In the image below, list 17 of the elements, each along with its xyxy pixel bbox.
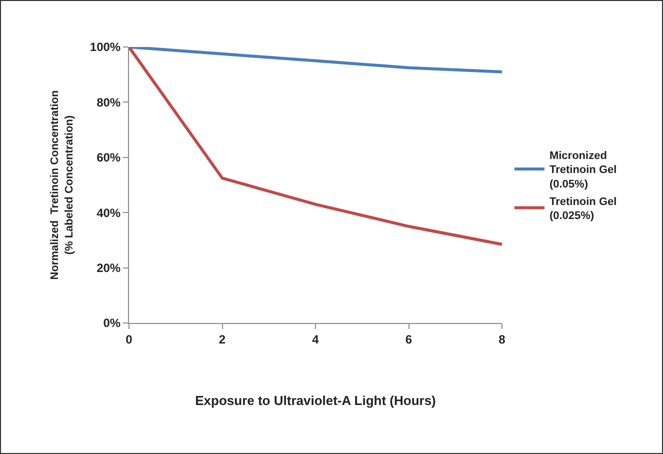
y-tick-label: 80% xyxy=(96,95,121,110)
legend-label: Tretinoin Gel (0.025%) xyxy=(549,196,617,222)
legend-label: Micronized Tretinoin Gel (0.05%) xyxy=(549,150,617,191)
line-series xyxy=(129,47,502,74)
y-axis-title: Normalized Tretinoin Concentration (% Labeled Concentration) xyxy=(49,90,76,280)
y-tick-label: 20% xyxy=(96,261,121,275)
y-tick-label: 40% xyxy=(96,206,121,220)
x-tick-label: 0 xyxy=(126,332,133,346)
line-series xyxy=(129,47,502,246)
x-tick-label: 6 xyxy=(405,332,412,346)
x-axis-title: Exposure to Ultraviolet-A Light (Hours) xyxy=(195,393,436,408)
y-tick-label: 100% xyxy=(90,40,121,54)
y-tick-label: 60% xyxy=(96,150,121,165)
y-tick-label: 0% xyxy=(103,316,121,330)
x-tick-label: 2 xyxy=(218,332,226,346)
x-tick-label: 8 xyxy=(498,332,506,346)
x-tick-label: 4 xyxy=(312,332,320,346)
